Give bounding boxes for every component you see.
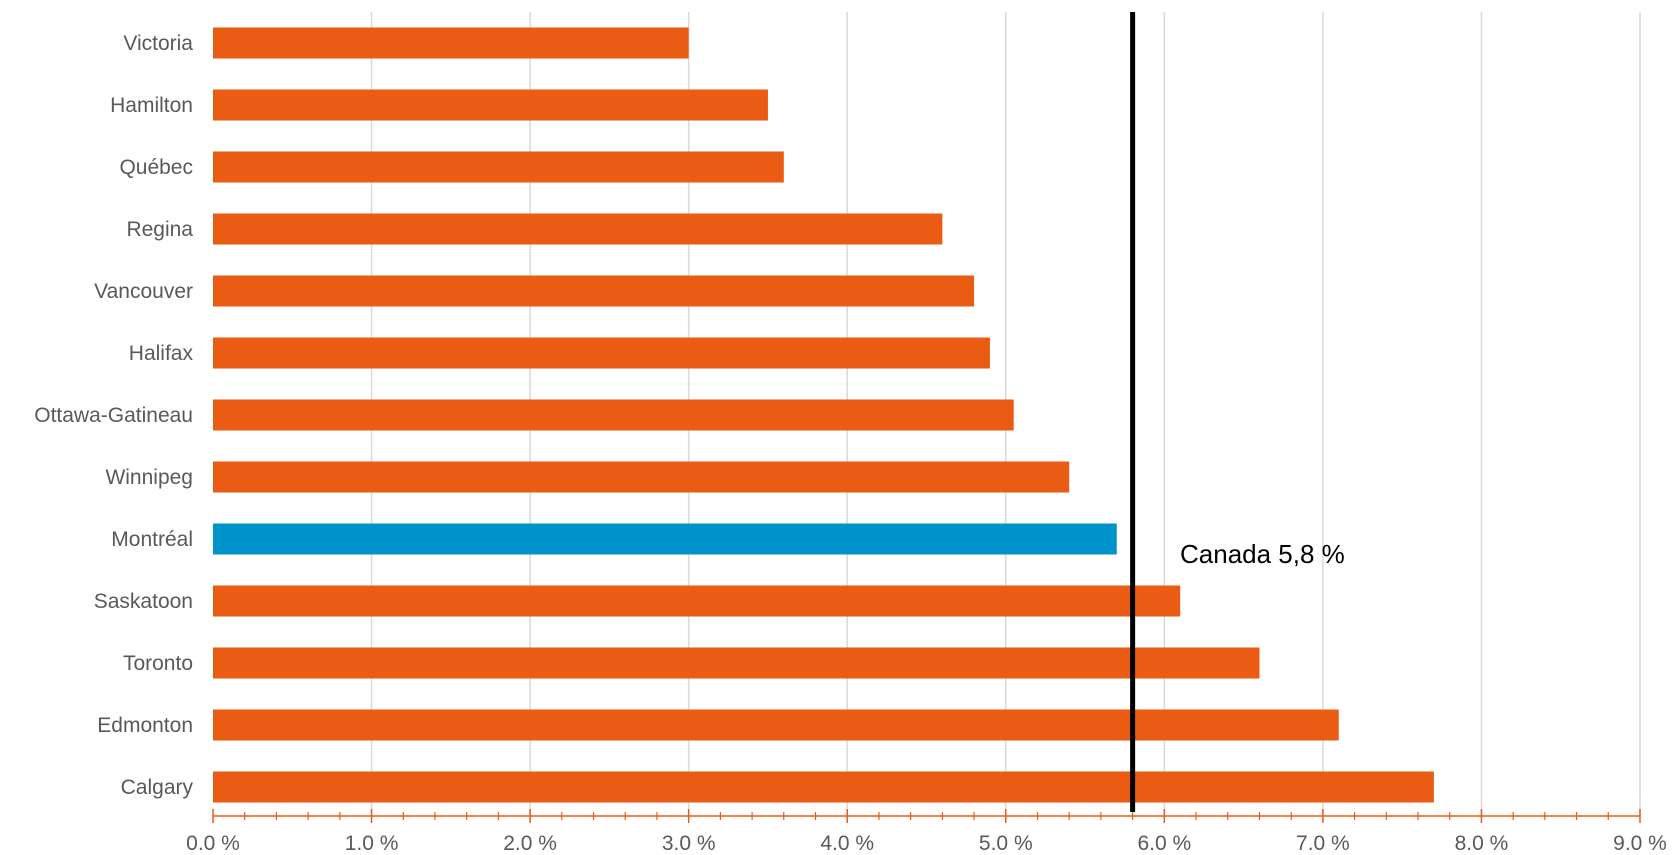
x-tick-label: 5.0 % [979, 832, 1033, 855]
category-label: Toronto [123, 652, 193, 675]
category-label: Ottawa-Gatineau [34, 404, 193, 427]
bar [213, 275, 975, 307]
bar [213, 585, 1181, 617]
x-tick-label: 6.0 % [1137, 832, 1191, 855]
bars [213, 27, 1434, 803]
x-axis: 0.0 % 1.0 % 2.0 % 3.0 % 4.0 % 5.0 % 6.0 % 7.0 %… [186, 809, 1667, 855]
bar [213, 399, 1014, 431]
bar [213, 709, 1339, 741]
bar [213, 27, 689, 59]
x-tick-label: 4.0 % [820, 832, 874, 855]
category-label: Vancouver [94, 280, 193, 303]
x-tick-label: 1.0 % [345, 832, 399, 855]
x-tick-label: 3.0 % [662, 832, 716, 855]
x-tick-label: 2.0 % [503, 832, 557, 855]
category-label: Halifax [129, 342, 194, 365]
category-label: Winnipeg [105, 466, 193, 489]
x-tick-label: 7.0 % [1296, 832, 1350, 855]
x-tick-label: 9.0 % [1613, 832, 1667, 855]
category-label: Regina [126, 218, 193, 241]
category-label: Victoria [123, 32, 193, 55]
category-label: Saskatoon [94, 590, 193, 613]
bar [213, 151, 784, 183]
bar [213, 213, 943, 245]
bar [213, 337, 990, 369]
bar [213, 647, 1260, 679]
reference-line-label: Canada 5,8 % [1180, 539, 1345, 569]
reference-line-group: Canada 5,8 % [1130, 12, 1345, 812]
category-label: Montréal [111, 528, 193, 551]
x-tick-label: 8.0 % [1455, 832, 1509, 855]
bar [213, 461, 1070, 493]
bar [213, 89, 768, 121]
category-label: Calgary [121, 776, 194, 799]
category-label: Edmonton [97, 714, 193, 737]
category-labels: Victoria Hamilton Québec Regina Vancouver Hal… [34, 32, 193, 799]
bar [213, 523, 1117, 555]
x-tick-label: 0.0 % [186, 832, 240, 855]
category-label: Hamilton [110, 94, 193, 117]
bar [213, 771, 1434, 803]
category-label: Québec [119, 156, 193, 179]
